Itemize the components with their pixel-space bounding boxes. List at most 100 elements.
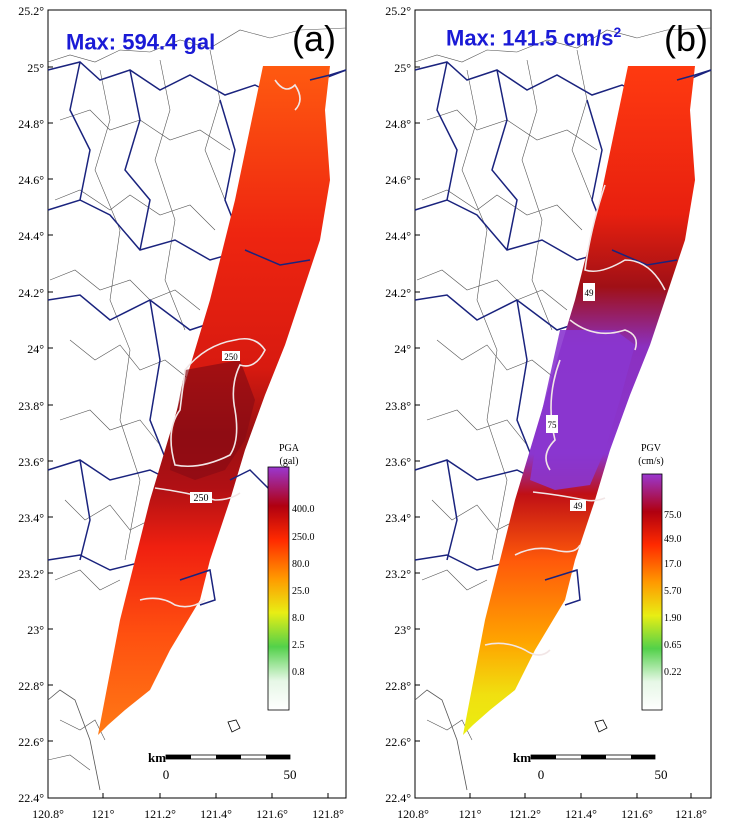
lon-label: 121.6°	[621, 807, 653, 821]
lat-label: 25.2°	[18, 4, 44, 18]
legend-value: 80.0	[292, 559, 310, 570]
legend-value: 25.0	[292, 586, 310, 597]
max-value-text: Max: 594.4 gal	[66, 29, 216, 55]
scale-tick: 50	[284, 767, 297, 782]
lat-label: 25.2°	[385, 4, 411, 18]
county-boundaries-over	[179, 69, 347, 606]
legend-unit: (gal)	[280, 456, 299, 467]
legend-value: 1.90	[664, 613, 682, 624]
lat-label: 24.4°	[385, 229, 411, 243]
lat-label: 24.6°	[385, 173, 411, 187]
contour-label: 49	[574, 501, 584, 511]
scale-tick: 50	[655, 767, 668, 782]
coastline	[47, 689, 101, 791]
legend-value: 0.8	[292, 667, 305, 678]
latitude-axis: 25.2° 25° 24.8° 24.6° 24.4° 24.2° 24° 23…	[385, 4, 411, 805]
pgv-map: 49 75 49 PGV (cm/s) 75.0 49.0 17.0 5.70 …	[385, 4, 712, 821]
lon-label: 121.8°	[312, 807, 344, 821]
legend-value: 17.0	[664, 559, 682, 570]
pgv-contours	[484, 184, 666, 656]
lat-label: 23.8°	[385, 399, 411, 413]
coastline	[414, 689, 468, 791]
lat-label: 23.6°	[18, 455, 44, 469]
lon-label: 121°	[459, 807, 482, 821]
scale-unit: km	[148, 750, 166, 765]
legend-color-bar	[267, 466, 290, 711]
lat-label: 22.8°	[18, 679, 44, 693]
legend-color-bar	[641, 473, 663, 711]
pga-legend: PGA (gal) 400.0 250.0 80.0 25.0 8.0 2.5 …	[267, 443, 315, 711]
scale-bar: km 0 50	[148, 750, 297, 782]
pgv-contour-labels: 49 75 49	[546, 283, 595, 511]
lon-label: 121.6°	[256, 807, 288, 821]
lat-label: 23°	[27, 623, 44, 637]
lat-label: 25°	[394, 61, 411, 75]
lat-label: 23.2°	[18, 567, 44, 581]
longitude-axis: 120.8° 121° 121.2° 121.4° 121.6° 121.8°	[397, 807, 707, 821]
latitude-axis: 25.2° 25° 24.8° 24.6° 24.4° 24.2° 24° 23…	[18, 4, 44, 805]
lon-label: 121.4°	[565, 807, 597, 821]
legend-value: 49.0	[664, 534, 682, 545]
latitude-ticks	[415, 66, 420, 742]
contour-label: 49	[585, 288, 595, 298]
lat-label: 23.4°	[385, 511, 411, 525]
county-boundaries-over	[544, 69, 712, 606]
lat-label: 22.4°	[385, 791, 411, 805]
scale-tick: 0	[538, 767, 545, 782]
legend-value: 5.70	[664, 586, 682, 597]
lat-label: 22.6°	[385, 735, 411, 749]
max-value-label: Max: 141.5 cm/s2	[446, 24, 621, 51]
legend-title: PGV	[641, 443, 662, 454]
legend-title: PGA	[279, 443, 300, 454]
longitude-ticks	[469, 793, 692, 798]
lat-label: 24.2°	[385, 286, 411, 300]
lat-label: 22.6°	[18, 735, 44, 749]
lat-label: 24.2°	[18, 286, 44, 300]
island-outline	[594, 719, 608, 733]
scale-bar: km 0 50	[513, 750, 668, 782]
town-boundaries	[414, 27, 712, 741]
scale-unit: km	[513, 750, 531, 765]
lat-label: 23.6°	[385, 455, 411, 469]
lat-label: 24.6°	[18, 173, 44, 187]
pgv-legend: PGV (cm/s) 75.0 49.0 17.0 5.70 1.90 0.65…	[638, 443, 682, 711]
legend-value: 2.5	[292, 640, 305, 651]
max-value-text: Max: 141.5 cm/s	[446, 25, 614, 51]
legend-value: 0.65	[664, 640, 682, 651]
lon-label: 121.2°	[509, 807, 541, 821]
town-boundaries	[47, 27, 347, 771]
lat-label: 23°	[394, 623, 411, 637]
pga-contour-labels: 250 250	[190, 351, 240, 504]
legend-value: 400.0	[292, 504, 315, 515]
legend-value: 75.0	[664, 510, 682, 521]
lon-label: 121.4°	[200, 807, 232, 821]
legend-unit: (cm/s)	[638, 456, 664, 467]
lon-label: 121.8°	[675, 807, 707, 821]
legend-value: 250.0	[292, 532, 315, 543]
contour-label: 75	[548, 420, 558, 430]
contour-label: 250	[194, 493, 209, 504]
lon-label: 121.2°	[144, 807, 176, 821]
lon-label: 120.8°	[397, 807, 429, 821]
panel-letter: (a)	[292, 18, 336, 59]
lat-label: 24.8°	[18, 117, 44, 131]
lat-label: 23.2°	[385, 567, 411, 581]
lat-label: 24.4°	[18, 229, 44, 243]
contour-label: 250	[224, 352, 238, 362]
max-value-superscript: 2	[613, 24, 622, 40]
lat-label: 23.4°	[18, 511, 44, 525]
island-outline	[227, 719, 241, 733]
lat-label: 25°	[27, 61, 44, 75]
lat-label: 22.8°	[385, 679, 411, 693]
scale-tick: 0	[163, 767, 170, 782]
lat-label: 23.8°	[18, 399, 44, 413]
pga-contours	[139, 79, 301, 608]
pgv-map-panel: 49 75 49 PGV (cm/s) 75.0 49.0 17.0 5.70 …	[365, 0, 730, 827]
lon-label: 120.8°	[32, 807, 64, 821]
lon-label: 121°	[92, 807, 115, 821]
lat-label: 24°	[27, 342, 44, 356]
latitude-ticks	[48, 9, 53, 742]
lat-label: 24.8°	[385, 117, 411, 131]
pga-map: 250 250 PGA (gal) 400.0 250.0 80.0 25.0 …	[18, 4, 347, 821]
legend-value: 8.0	[292, 613, 305, 624]
